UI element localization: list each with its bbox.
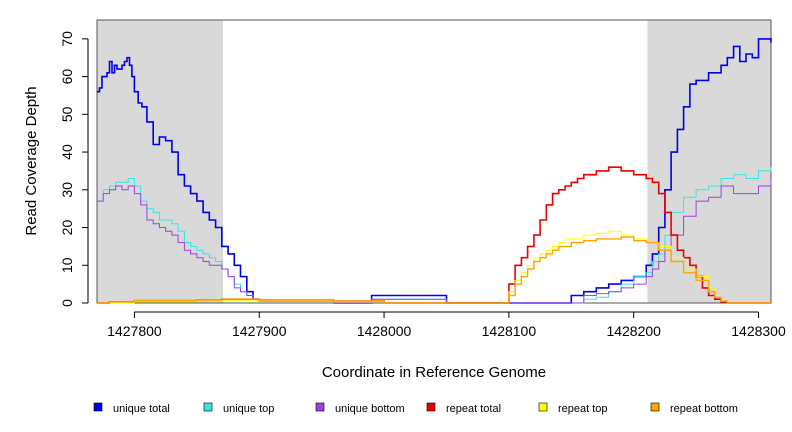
x-axis: 1427800 1427900 1428000 1428100 1428200 14283… xyxy=(107,311,786,339)
x-tick-label-1428100: 1428100 xyxy=(482,323,537,339)
x-tick-label-1428300: 1428300 xyxy=(731,323,786,339)
legend-label-unique-total: unique total xyxy=(113,403,170,415)
x-tick-label-1427900: 1427900 xyxy=(232,323,287,339)
legend-label-repeat-top: repeat top xyxy=(558,403,608,415)
y-tick-label-30: 30 xyxy=(59,182,75,198)
shaded-region-1 xyxy=(97,20,224,303)
series-lines xyxy=(97,38,772,304)
x-tick-label-1428200: 1428200 xyxy=(606,323,661,339)
legend-label-repeat-bottom: repeat bottom xyxy=(670,403,738,415)
x-axis-title: Coordinate in Reference Genome xyxy=(322,364,546,381)
legend-label-unique-top: unique top xyxy=(223,403,274,415)
y-axis: 0 10 20 30 40 50 60 70 xyxy=(59,31,89,307)
legend: unique total unique top unique bottom repea… xyxy=(93,402,738,415)
y-tick-label-10: 10 xyxy=(59,257,75,273)
y-tick-label-40: 40 xyxy=(59,144,75,160)
legend-swatch-repeat-bottom xyxy=(650,402,660,412)
y-tick-label-60: 60 xyxy=(59,69,75,85)
y-tick-label-50: 50 xyxy=(59,106,75,122)
legend-swatch-repeat-top xyxy=(538,402,548,412)
y-tick-label-70: 70 xyxy=(59,31,75,47)
y-tick-label-0: 0 xyxy=(59,299,75,307)
shaded-region-2 xyxy=(647,20,771,303)
legend-swatch-unique-bottom xyxy=(315,402,325,412)
series-repeat-top xyxy=(97,230,771,304)
legend-swatch-unique-top xyxy=(203,402,213,412)
shaded-regions xyxy=(97,20,771,303)
x-tick-label-1428000: 1428000 xyxy=(357,323,412,339)
y-axis-title: Read Coverage Depth xyxy=(23,86,40,235)
series-unique-total xyxy=(97,38,772,304)
series-repeat-bottom xyxy=(97,236,771,304)
legend-swatch-unique-total xyxy=(93,402,103,412)
legend-label-unique-bottom: unique bottom xyxy=(335,403,405,415)
legend-swatch-repeat-total xyxy=(426,402,436,412)
y-tick-label-20: 20 xyxy=(59,220,75,236)
legend-label-repeat-total: repeat total xyxy=(446,403,501,415)
x-tick-label-1427800: 1427800 xyxy=(107,323,162,339)
series-unique-bottom xyxy=(97,178,772,304)
